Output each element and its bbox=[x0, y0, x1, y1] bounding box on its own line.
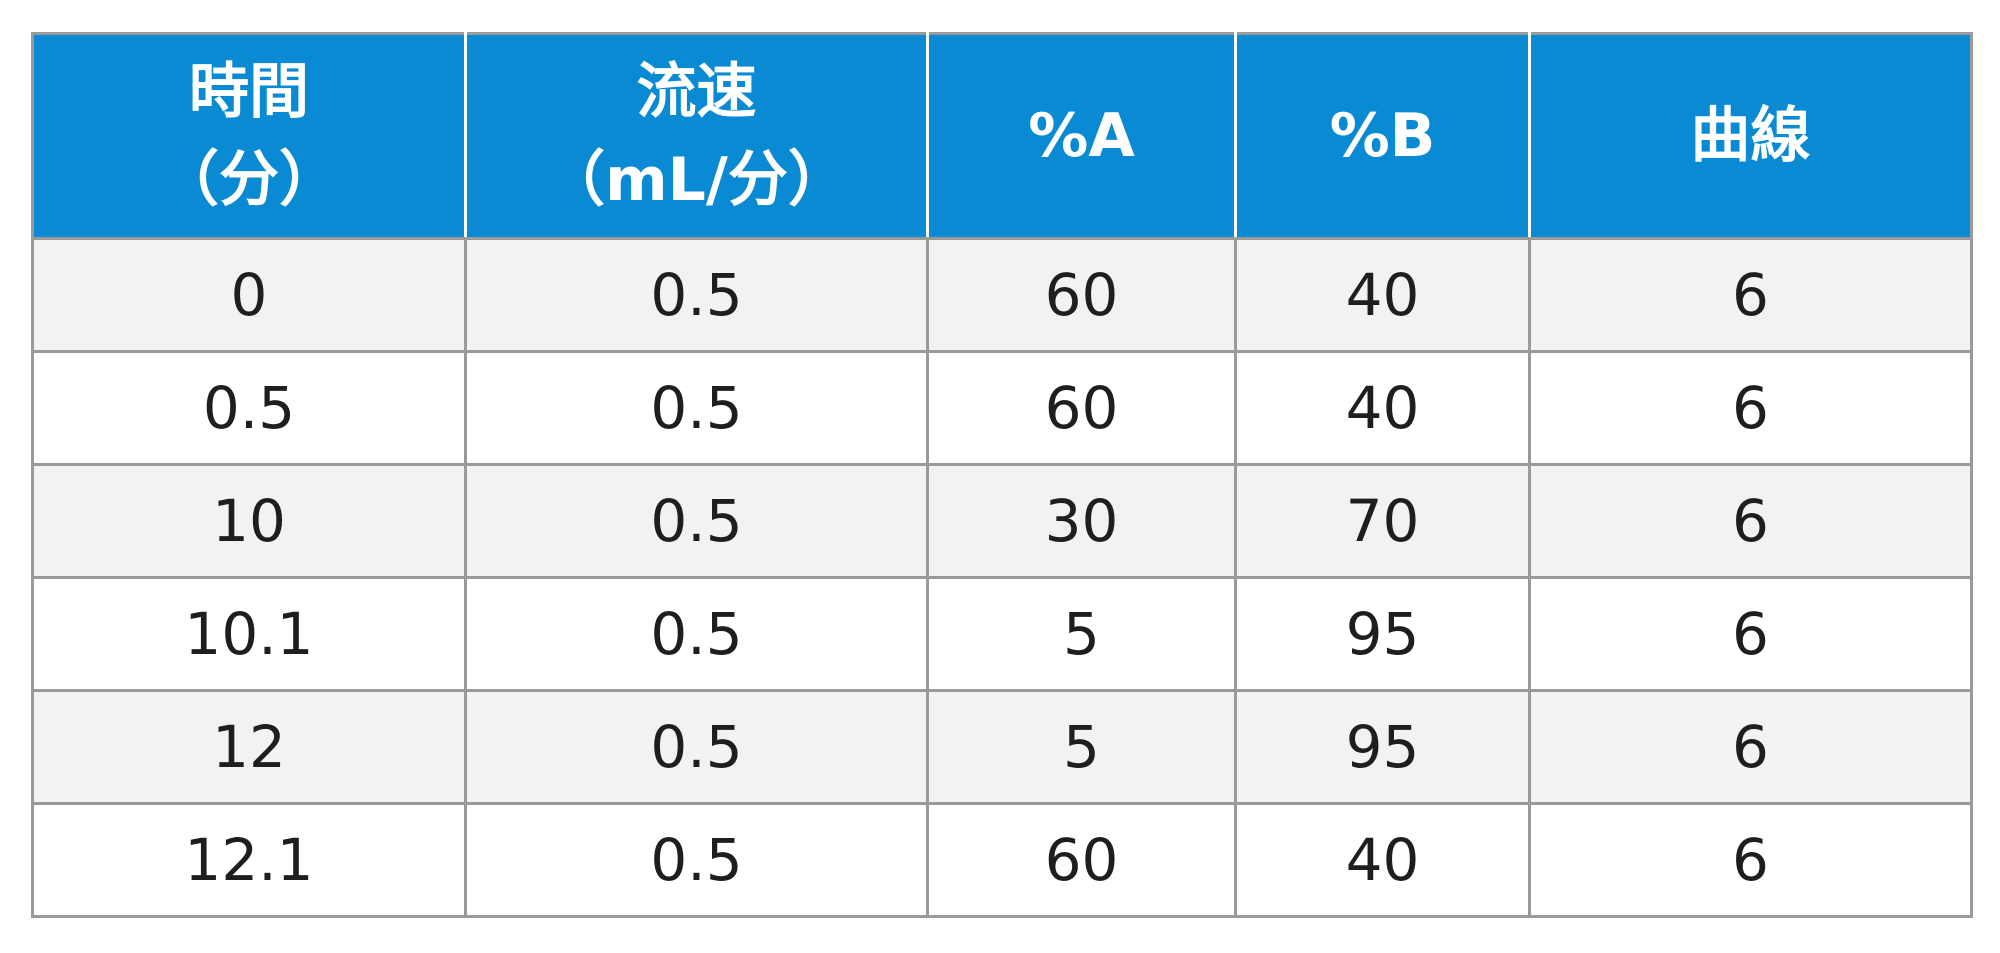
header-flow-rate: 流速 （mL/分） bbox=[464, 33, 929, 240]
header-time-label: 時間 bbox=[189, 57, 309, 127]
cell-curve: 6 bbox=[1528, 237, 1973, 353]
cell-time: 12 bbox=[31, 689, 467, 805]
cell-percent-b: 95 bbox=[1234, 689, 1531, 805]
cell-curve: 6 bbox=[1528, 576, 1973, 692]
cell-flow-rate: 0.5 bbox=[464, 463, 929, 579]
cell-curve: 6 bbox=[1528, 802, 1973, 918]
table-row: 10 0.5 30 70 6 bbox=[31, 463, 1973, 579]
cell-percent-b: 40 bbox=[1234, 237, 1531, 353]
cell-percent-b: 40 bbox=[1234, 802, 1531, 918]
cell-curve: 6 bbox=[1528, 689, 1973, 805]
cell-flow-rate: 0.5 bbox=[464, 237, 929, 353]
cell-flow-rate: 0.5 bbox=[464, 576, 929, 692]
cell-percent-b: 70 bbox=[1234, 463, 1531, 579]
cell-percent-a: 30 bbox=[926, 463, 1237, 579]
header-percent-b-label: %B bbox=[1329, 101, 1436, 171]
header-percent-a-label: %A bbox=[1028, 101, 1135, 171]
cell-flow-rate: 0.5 bbox=[464, 689, 929, 805]
cell-curve: 6 bbox=[1528, 463, 1973, 579]
table-row: 12.1 0.5 60 40 6 bbox=[31, 802, 1973, 918]
table-row: 10.1 0.5 5 95 6 bbox=[31, 576, 1973, 692]
header-curve: 曲線 bbox=[1528, 33, 1972, 240]
cell-time: 10 bbox=[31, 463, 467, 579]
header-flow-rate-label: 流速 bbox=[636, 57, 757, 127]
cell-time: 0.5 bbox=[31, 350, 467, 466]
cell-time: 12.1 bbox=[31, 802, 467, 918]
table-header: 時間 （分） 流速 （mL/分） %A %B 曲線 bbox=[32, 33, 1972, 240]
table-row: 0.5 0.5 60 40 6 bbox=[31, 350, 1973, 466]
cell-curve: 6 bbox=[1528, 350, 1973, 466]
cell-percent-a: 60 bbox=[926, 802, 1237, 918]
cell-percent-a: 5 bbox=[926, 576, 1237, 692]
cell-time: 10.1 bbox=[31, 576, 467, 692]
header-percent-a: %A bbox=[926, 33, 1237, 240]
header-row: 時間 （分） 流速 （mL/分） %A %B 曲線 bbox=[32, 33, 1972, 240]
cell-flow-rate: 0.5 bbox=[464, 802, 929, 918]
table-row: 12 0.5 5 95 6 bbox=[31, 689, 1973, 805]
table-row: 0 0.5 60 40 6 bbox=[31, 237, 1973, 353]
cell-percent-b: 40 bbox=[1234, 350, 1531, 466]
header-time: 時間 （分） bbox=[32, 33, 467, 240]
table-body: 0 0.5 60 40 6 0.5 0.5 60 40 6 10 0.5 30 70 6 10.1 0.5 5 95… bbox=[31, 237, 1973, 918]
gradient-table: 時間 （分） 流速 （mL/分） %A %B 曲線 0 0.5 60 40 6 0.5 0.… bbox=[31, 32, 1973, 918]
cell-percent-b: 95 bbox=[1234, 576, 1531, 692]
cell-percent-a: 60 bbox=[926, 350, 1237, 466]
cell-percent-a: 5 bbox=[926, 689, 1237, 805]
header-percent-b: %B bbox=[1234, 33, 1531, 240]
header-curve-label: 曲線 bbox=[1690, 101, 1811, 171]
header-time-unit: （分） bbox=[159, 145, 339, 215]
cell-percent-a: 60 bbox=[926, 237, 1237, 353]
cell-flow-rate: 0.5 bbox=[464, 350, 929, 466]
header-flow-rate-unit: （mL/分） bbox=[545, 145, 848, 215]
cell-time: 0 bbox=[31, 237, 467, 353]
